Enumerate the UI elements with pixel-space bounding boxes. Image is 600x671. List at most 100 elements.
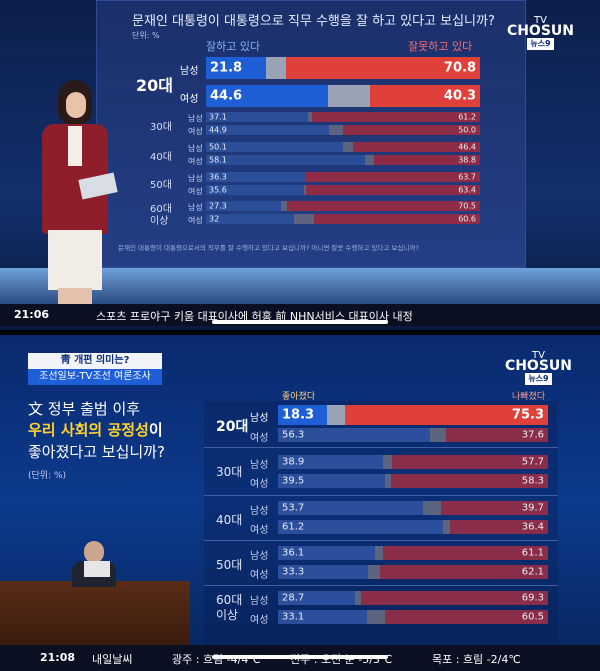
- question-line3: 좋아졌다고 보십니까?: [28, 443, 165, 461]
- bar-row: 32 60.6: [206, 214, 480, 224]
- value-good: 21.8: [210, 60, 243, 76]
- bar-good: [206, 214, 294, 224]
- bar-neutral: [329, 125, 343, 135]
- value-better: 33.3: [282, 566, 305, 578]
- sex-label: 남성: [188, 203, 203, 212]
- value-bad: 38.8: [458, 155, 476, 165]
- anchor-legs: [58, 288, 92, 305]
- group-separator: [204, 540, 558, 541]
- bar-neutral: [293, 214, 314, 224]
- header-worse: 나빠졌다: [512, 392, 546, 402]
- bar-row: 18.3 75.3: [278, 405, 548, 425]
- bar-neutral: [303, 185, 307, 195]
- age-label-3: 50대: [216, 558, 243, 572]
- ticker-text: 스포츠 프로야구 키움 대표이사에 허홍 前 NHN서비스 대표이사 내정: [96, 310, 413, 323]
- bar-neutral: [355, 591, 361, 605]
- desk-papers: [84, 561, 110, 577]
- bar-better: [278, 428, 430, 442]
- bar-worse: [383, 546, 548, 560]
- sex-label: 여성: [188, 216, 203, 225]
- weather-label: 내일날씨: [92, 653, 133, 666]
- bar-row: 38.9 57.7: [278, 455, 548, 469]
- bar-row: 56.3 37.6: [278, 428, 548, 442]
- anchor-shirt: [68, 126, 82, 166]
- bar-good: [206, 112, 308, 122]
- sex-label: 여성: [250, 615, 269, 626]
- value-good: 44.6: [210, 88, 243, 104]
- bar-bad: [369, 85, 480, 107]
- briefing-desk: [0, 581, 190, 645]
- bar-row: 28.7 69.3: [278, 591, 548, 605]
- news-anchor: [36, 80, 118, 305]
- sex-label: 여성: [250, 433, 269, 444]
- logo-badge: 뉴스9: [527, 38, 554, 50]
- bar-bad: [306, 185, 480, 195]
- bar-worse: [446, 428, 548, 442]
- value-good: 35.6: [209, 185, 227, 195]
- age-label-0: 20대: [216, 419, 249, 435]
- bar-worse: [384, 610, 548, 624]
- sex-label: 여성: [188, 127, 203, 136]
- bar-row: 21.8 70.8: [206, 57, 480, 79]
- age-label-2: 40대: [150, 152, 172, 163]
- bar-bad: [373, 155, 480, 165]
- value-good: 32: [209, 214, 220, 224]
- sex-label: 남성: [250, 413, 269, 424]
- age-label-4-line2: 이상: [150, 216, 169, 227]
- value-worse: 61.1: [521, 547, 544, 559]
- bar-neutral: [384, 474, 391, 488]
- value-bad: 63.4: [458, 185, 476, 195]
- video-scrubber-top[interactable]: [212, 320, 388, 324]
- value-bad: 40.3: [443, 88, 476, 104]
- sex-label: 여성: [250, 570, 269, 581]
- value-good: 37.1: [209, 112, 227, 122]
- sex-label: 남성: [188, 144, 203, 153]
- bar-neutral: [422, 501, 441, 515]
- value-worse: 69.3: [521, 592, 544, 604]
- bar-worse: [392, 455, 548, 469]
- bar-row: 33.3 62.1: [278, 565, 548, 579]
- bar-row: 61.2 36.4: [278, 520, 548, 534]
- value-worse: 60.5: [521, 611, 544, 623]
- bar-better: [278, 474, 385, 488]
- bar-row: 44.9 50.0: [206, 125, 480, 135]
- value-bad: 60.6: [458, 214, 476, 224]
- bar-good: [206, 57, 266, 79]
- value-worse: 37.6: [521, 429, 544, 441]
- value-better: 53.7: [282, 502, 305, 514]
- value-bad: 63.7: [458, 172, 476, 182]
- bar-bad: [286, 201, 480, 211]
- age-label-4: 60대: [150, 204, 172, 215]
- sex-label: 남성: [188, 114, 203, 123]
- bar-good: [206, 85, 329, 107]
- video-scrubber-bottom[interactable]: [212, 655, 388, 659]
- value-bad: 50.0: [458, 125, 476, 135]
- sex-label: 여성: [188, 187, 203, 196]
- anchor-face: [66, 92, 86, 118]
- logo-line2: CHOSUN: [504, 358, 572, 374]
- group-separator: [204, 447, 558, 448]
- bar-bad: [352, 142, 480, 152]
- bar-neutral: [443, 520, 450, 534]
- value-better: 39.5: [282, 475, 305, 487]
- bar-neutral: [328, 85, 370, 107]
- sex-label: 남성: [188, 174, 203, 183]
- value-good: 50.1: [209, 142, 227, 152]
- bar-worse: [380, 565, 548, 579]
- top-broadcast-frame: 문재인 대통령이 대통령으로 직무 수행을 잘 하고 있다고 보십니까? 단위:…: [0, 0, 600, 330]
- logo-badge: 뉴스9: [525, 373, 552, 385]
- bar-row: 36.3 63.7: [206, 172, 480, 182]
- sex-label: 여성: [188, 157, 203, 166]
- bar-good: [206, 155, 366, 165]
- age-label-4: 60대: [216, 593, 243, 607]
- header-good: 잘하고 있다: [206, 40, 261, 53]
- age-label-0: 20대: [136, 76, 173, 95]
- sex-label: 여성: [180, 94, 199, 105]
- bottom-broadcast-frame: 靑 개편 의미는? 조선일보-TV조선 여론조사 文 정부 출범 이후 우리 사…: [0, 335, 600, 671]
- bar-row: 44.6 40.3: [206, 85, 480, 107]
- question-suffix: 이: [148, 421, 163, 439]
- group-separator: [204, 495, 558, 496]
- logo-line1: TV: [533, 15, 547, 26]
- bar-row: 37.1 61.2: [206, 112, 480, 122]
- value-worse: 75.3: [511, 407, 544, 423]
